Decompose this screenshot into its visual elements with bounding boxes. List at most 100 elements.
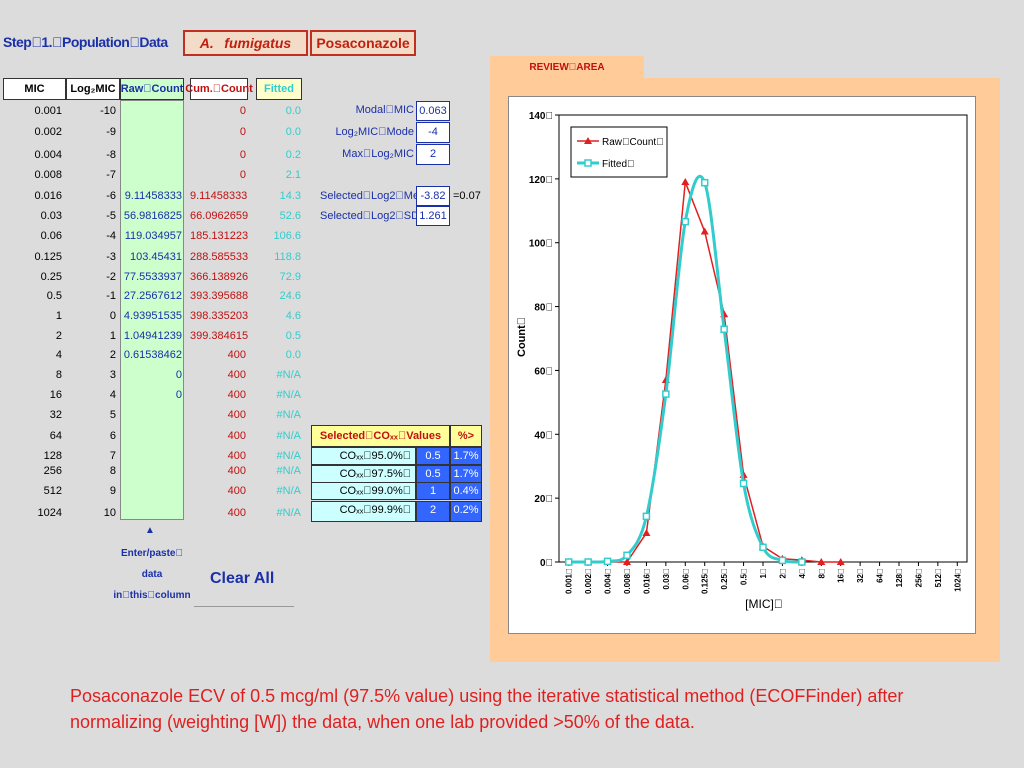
enter-data-note: Enter/paste  data in this column: [112, 543, 192, 606]
table-cell-fit: 14.3: [279, 190, 301, 202]
table-cell-cum: 66.0962659: [190, 210, 249, 222]
col-header-fitted: Fitted: [256, 78, 302, 100]
table-cell-log: -8: [106, 149, 116, 161]
cowt-pct: 1.7%: [450, 447, 482, 465]
cowt-value: 0.5: [416, 465, 450, 483]
table-cell-mic: 256: [43, 465, 62, 477]
table-cell-cum: 9.11458333: [190, 190, 248, 202]
table-cell-raw[interactable]: [120, 484, 182, 498]
table-cell-mic: 1024: [37, 507, 62, 519]
enter-note-line-2: data: [141, 569, 163, 580]
table-cell-raw[interactable]: 4.93951535: [123, 310, 182, 322]
data-point-fitted: [584, 558, 592, 566]
table-cell-fit: 118.8: [274, 251, 301, 263]
table-cell-log: 7: [109, 450, 116, 462]
table-cell-log: -4: [106, 230, 116, 242]
table-cell-raw[interactable]: [120, 429, 182, 443]
x-tick-label: 512 : [934, 568, 943, 587]
table-cell-raw[interactable]: [120, 464, 182, 478]
table-cell-fit: #N/A: [276, 507, 301, 519]
selected-log2-sd-value[interactable]: 1.261: [416, 206, 450, 226]
table-cell-log: 8: [109, 465, 116, 477]
table-cell-cum: 400: [227, 507, 246, 519]
table-cell-raw[interactable]: 0: [175, 369, 182, 381]
selected-log2-sd-label: Selected Log2 SD: [320, 210, 420, 222]
cowt-label: COₓₓ 99.0% : [311, 482, 416, 500]
table-cell-mic: 8: [55, 369, 62, 381]
y-tick-label: 20 : [534, 494, 553, 505]
table-cell-raw[interactable]: [120, 104, 182, 118]
data-point-raw-count: [681, 178, 690, 186]
table-cell-mic: 0.5: [46, 290, 62, 302]
table-cell-log: 4: [109, 389, 116, 401]
table-cell-raw[interactable]: [120, 408, 182, 422]
table-cell-mic: 512: [43, 485, 62, 497]
legend-marker: [584, 137, 592, 144]
table-cell-raw[interactable]: [120, 506, 182, 520]
table-cell-raw[interactable]: 0: [175, 389, 182, 401]
table-cell-raw[interactable]: 1.04941239: [123, 330, 182, 342]
table-cell-cum: 400: [227, 485, 246, 497]
table-cell-cum: 400: [227, 369, 246, 381]
data-point-raw-count: [642, 528, 651, 536]
table-cell-log: -9: [106, 126, 116, 138]
table-cell-raw[interactable]: 119.034957: [124, 230, 182, 242]
table-cell-cum: 0: [239, 105, 246, 117]
table-cell-raw[interactable]: 0.61538462: [123, 349, 182, 361]
x-tick-label: 0.25 : [720, 568, 729, 590]
table-cell-cum: 400: [227, 349, 246, 361]
table-cell-raw[interactable]: [120, 148, 182, 162]
table-cell-mic: 16: [49, 389, 62, 401]
data-point-raw-count: [623, 558, 631, 565]
data-point-fitted: [662, 390, 670, 398]
cowt-value: 2: [416, 501, 450, 522]
table-cell-raw[interactable]: 9.11458333: [124, 190, 182, 202]
table-cell-raw[interactable]: 27.2567612: [123, 290, 182, 302]
table-cell-raw[interactable]: 77.5533937: [123, 271, 182, 283]
table-cell-mic: 0.25: [40, 271, 62, 283]
x-tick-label: 32 : [856, 568, 865, 583]
table-cell-fit: 52.6: [279, 210, 301, 222]
table-cell-log: 0: [109, 310, 116, 322]
clear-all-button[interactable]: Clear All: [210, 570, 275, 587]
table-cell-log: 5: [109, 409, 116, 421]
arrow-up-icon: ▲: [145, 525, 155, 536]
col-header-mic: MIC: [3, 78, 66, 100]
col-header-raw-count: Raw Count: [120, 78, 184, 100]
table-cell-raw[interactable]: [120, 168, 182, 182]
legend-marker: [584, 159, 592, 167]
drug-box[interactable]: Posaconazole: [310, 30, 416, 56]
organism-box[interactable]: A. fumigatus: [183, 30, 308, 56]
table-cell-fit: 0.0: [285, 349, 301, 361]
table-cell-raw[interactable]: [120, 449, 182, 463]
raw-count-column[interactable]: [120, 100, 184, 520]
col-header-cum-count: Cum. Count: [185, 78, 253, 100]
max-log2mic-value: 2: [416, 144, 450, 165]
data-point-fitted: [720, 325, 728, 333]
table-cell-mic: 0.002: [34, 126, 62, 138]
table-cell-raw[interactable]: [120, 125, 182, 139]
table-cell-raw[interactable]: 56.9816825: [123, 210, 182, 222]
selected-log2-mean-value[interactable]: -3.82: [416, 186, 450, 206]
table-cell-raw[interactable]: 103.45431: [130, 251, 182, 263]
table-cell-fit: #N/A: [276, 450, 301, 462]
cowt-header-label: Selected COₓₓ Values: [311, 425, 450, 447]
data-point-fitted: [700, 178, 709, 187]
x-tick-label: 0.06 : [681, 568, 690, 590]
table-cell-log: -7: [106, 169, 116, 181]
table-cell-cum: 0: [239, 169, 246, 181]
data-point-raw-count: [700, 227, 709, 235]
table-cell-fit: #N/A: [276, 409, 301, 421]
x-tick-label: 0.03 : [662, 568, 671, 590]
table-cell-cum: 185.131223: [190, 230, 249, 242]
x-tick-label: 4 : [798, 568, 807, 578]
table-cell-fit: #N/A: [276, 465, 301, 477]
x-tick-label: 1024 : [953, 568, 962, 592]
table-cell-log: -3: [106, 251, 116, 263]
y-tick-label: 120 : [529, 175, 553, 186]
enter-note-line-1: Enter/paste : [121, 548, 183, 559]
data-point-fitted: [798, 558, 806, 566]
table-cell-cum: 400: [227, 450, 246, 462]
log2-mean-converted: =0.07: [453, 190, 481, 202]
table-cell-cum: 0: [239, 149, 246, 161]
